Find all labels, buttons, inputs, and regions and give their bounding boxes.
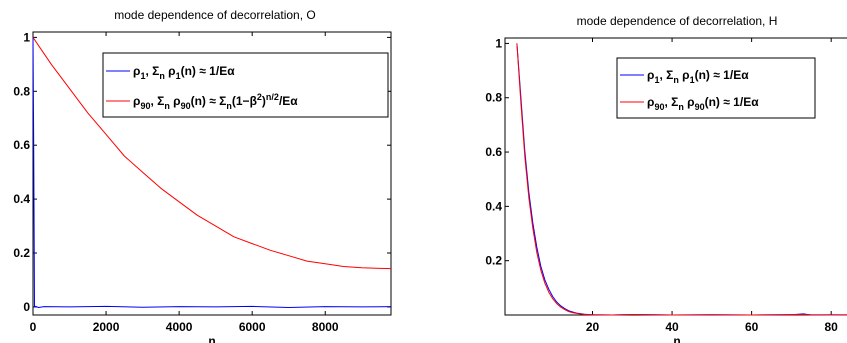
series-group-o <box>32 37 392 308</box>
axis-ticks-h: 20 40 60 80 0.2 0.4 0.6 0.8 1 <box>485 36 838 334</box>
series-line-1 <box>516 43 847 316</box>
series-line-0 <box>32 37 392 308</box>
x-tick-label: 2000 <box>93 320 120 334</box>
legend-label-0: ρ1, Σn ρ1(n) ≈ 1/Eα <box>133 64 235 81</box>
chart-title-h: mode dependence of decorrelation, H <box>577 14 778 28</box>
y-tick-label: 0 <box>23 300 30 314</box>
legend-box-h <box>616 57 816 119</box>
x-tick-label: 6000 <box>239 320 266 334</box>
plot-frame-o <box>32 31 392 316</box>
y-tick-label: 0.6 <box>485 145 502 159</box>
axis-ticks-o: 0 2000 4000 6000 8000 0 0.2 0.4 0.6 0.8 1 <box>13 30 391 334</box>
legend-box-o <box>102 52 389 118</box>
x-tick-label: 4000 <box>166 320 193 334</box>
chart-panel-h: mode dependence of decorrelation, H 20 40… <box>485 14 847 343</box>
legend-label-0: ρ1, Σn ρ1(n) ≈ 1/Eα <box>647 68 749 85</box>
x-axis-label-o: n <box>208 334 215 343</box>
x-tick-label: 0 <box>30 320 37 334</box>
legend-o: ρ1, Σn ρ1(n) ≈ 1/Eα ρ90, Σn ρ90(n) ≈ Σn(1… <box>102 52 389 118</box>
x-tick-label: 40 <box>665 320 679 334</box>
y-tick-label: 0.6 <box>13 138 30 152</box>
y-tick-label: 0.8 <box>13 84 30 98</box>
x-axis-label-h: n <box>673 334 680 343</box>
legend-h: ρ1, Σn ρ1(n) ≈ 1/Eα ρ90, Σn ρ90(n) ≈ 1/Eα <box>616 57 816 119</box>
legend-label-1: ρ90, Σn ρ90(n) ≈ 1/Eα <box>647 95 759 112</box>
y-tick-label: 0.8 <box>485 91 502 105</box>
series-line-1 <box>32 37 392 270</box>
y-tick-label: 0.2 <box>485 254 502 268</box>
chart-panel-o: mode dependence of decorrelation, O 0 200… <box>13 8 392 343</box>
x-tick-label: 20 <box>586 320 600 334</box>
chart-title-o: mode dependence of decorrelation, O <box>114 8 315 22</box>
x-tick-label: 60 <box>745 320 759 334</box>
legend-label-1: ρ90, Σn ρ90(n) ≈ Σn(1−β2)n/2/Eα <box>133 92 298 111</box>
y-tick-label: 0.2 <box>13 246 30 260</box>
y-tick-label: 1 <box>495 36 502 50</box>
x-tick-label: 8000 <box>312 320 339 334</box>
y-tick-label: 1 <box>23 30 30 44</box>
y-tick-label: 0.4 <box>13 192 30 206</box>
y-tick-label: 0.4 <box>485 199 502 213</box>
x-tick-label: 80 <box>824 320 838 334</box>
series-group-h <box>516 43 847 316</box>
